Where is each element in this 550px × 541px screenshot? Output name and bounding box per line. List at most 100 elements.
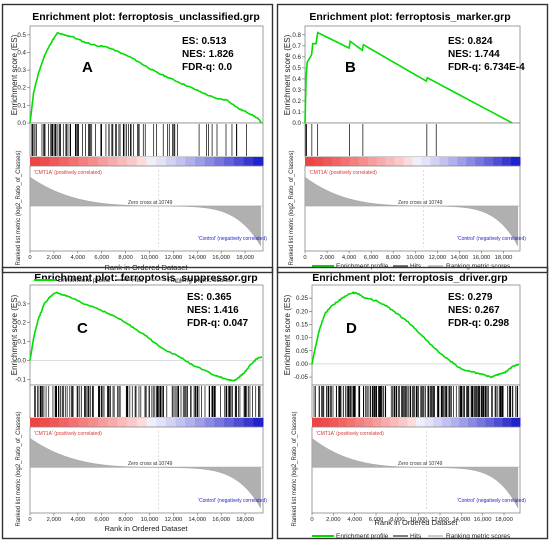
panel-D-hits <box>313 386 519 417</box>
panel-D-xtick-label: 2,000 <box>326 517 341 523</box>
panel-A-colorbar-segment <box>136 157 147 166</box>
panel-A-xtick-label: 4,000 <box>71 255 86 261</box>
panel-D-xtick-label: 0 <box>310 517 313 523</box>
panel-A-colorbar-segment <box>30 157 41 166</box>
legend-ranking-label: Ranking metric scores <box>446 533 511 540</box>
panel-C-xlabel: Rank in Ordered Dataset <box>105 524 189 533</box>
panel-A-pos-label: 'CMT1A' (positively correlated) <box>34 170 102 176</box>
panel-B-colorbar-segment <box>385 157 396 166</box>
panel-D-xtick-label: 12,000 <box>431 517 449 523</box>
panel-A-letter: A <box>82 59 93 76</box>
panel-C-xticks: 0 2,000 4,000 6,000 8,000 10,000 12,000 14,000 1… <box>28 513 254 523</box>
panel-A-xtick-label: 6,000 <box>94 255 109 261</box>
panel-D-xtick-label: 10,000 <box>410 517 428 523</box>
panel-B-colorbar-segment <box>493 157 503 166</box>
panel-A-colorbar-segment <box>175 157 186 166</box>
panel-A-es-curve <box>29 31 263 124</box>
panel-C-yticks: -0.1 0.0 0.1 0.2 0.3 <box>15 301 263 383</box>
panel-B-colorbar-segment <box>466 157 476 166</box>
panel-A-xtick-label: 18,000 <box>236 255 254 261</box>
legend-ranking-label: Ranking metric scores <box>446 263 511 270</box>
panel-D-xtick-label: 16,000 <box>474 517 492 523</box>
panel-D-ytick-label: 0.20 <box>296 308 309 315</box>
panel-B-ytick-label: 0.0 <box>292 120 301 127</box>
panel-C-xtick-label: 0 <box>28 517 31 523</box>
panel-D-colorbar-segment <box>312 418 322 427</box>
panel-B-colorbar-segment <box>305 157 315 166</box>
panel-A-title: Enrichment plot: ferroptosis_unclassifie… <box>32 11 260 23</box>
panel-C-stat-es: ES: 0.365 <box>187 292 232 303</box>
panel-A-stat-fdr: FDR-q: 0.0 <box>182 62 232 73</box>
panel-C-xtick-label: 12,000 <box>165 517 183 523</box>
panel-D-border <box>276 266 549 540</box>
panel-B-xtick-label: 10,000 <box>406 255 424 261</box>
panel-D-ytick-label: 0.15 <box>296 321 309 328</box>
panel-D-colorbar-segment <box>494 418 504 427</box>
panel-C-colorbar-segment <box>49 418 60 427</box>
panel-D-yticks: -0.05 0.00 0.05 0.10 0.15 0.20 0.25 <box>294 295 520 381</box>
panel-A-ytick-label: 0.4 <box>17 49 26 56</box>
panel-C-colorbar-segment <box>243 418 254 427</box>
panel-C-xtick-label: 6,000 <box>94 517 109 523</box>
panel-D-ytick-label: 0.10 <box>296 335 309 342</box>
legend-hits-label: Hits <box>132 277 144 284</box>
panel-C-colorbar-segment <box>185 418 196 427</box>
panel-B-title: Enrichment plot: ferroptosis_marker.grp <box>309 11 510 23</box>
panel-C-ytick-label: -0.1 <box>15 376 26 383</box>
panel-D-colorbar-segment <box>390 418 400 427</box>
panel-D-xticks: 0 2,000 4,000 6,000 8,000 10,000 12,000 14,000 1… <box>310 513 513 523</box>
panel-D-colorbar-segment <box>355 418 365 427</box>
panel-C-es-curve <box>29 291 263 382</box>
panel-C-stat-fdr: FDR-q: 0.047 <box>187 318 249 329</box>
panel-A-rank-ylabel: Ranked list metric (log2_Ratio_of_Classe… <box>16 150 22 265</box>
panel-D-colorbar-segment <box>433 418 443 427</box>
panel-A-xtick-label: 16,000 <box>212 255 230 261</box>
panel-A-es-frame <box>29 25 264 124</box>
panel-B-xtick-label: 6,000 <box>364 255 379 261</box>
panel-D-colorbar-segment <box>346 418 356 427</box>
panel-D-colorbar-segment <box>442 418 452 427</box>
panel-C-colorbar-segment <box>204 418 215 427</box>
panel-D-stat-fdr: FDR-q: 0.298 <box>448 318 510 329</box>
panel-A-colorbar-segment <box>107 157 118 166</box>
panel-A-xtick-label: 8,000 <box>118 255 133 261</box>
panel-A-xtick-label: 10,000 <box>141 255 159 261</box>
panel-D-colorbar-segment <box>459 418 469 427</box>
panel-A-ytick-label: 0.0 <box>17 120 26 127</box>
panel-C-neg-label: 'Control' (negatively correlated) <box>198 498 267 504</box>
panel-C-colorbar-segment <box>214 418 225 427</box>
legend-top-right: Enrichment profile Hits Ranking metric s… <box>312 263 511 270</box>
panel-B-colorbar-segment <box>331 157 342 166</box>
legend-profile-label: Enrichment profile <box>58 277 111 284</box>
panel-A-colorbar-segment <box>253 157 264 166</box>
panel-D-zero-cross: Zero cross at 10749 <box>398 461 443 467</box>
panel-C-title: Enrichment plot: ferroptosis_suppressor.… <box>34 272 257 284</box>
panel-B-ytick-label: 0.1 <box>292 109 301 116</box>
panel-B-xticks: 0 2,000 4,000 6,000 8,000 10,000 12,000 14,000 1… <box>303 251 512 261</box>
panel-D-colorbar-segment <box>511 418 521 427</box>
panel-B: Enrichment plot: ferroptosis_marker.grp … <box>283 11 526 266</box>
panel-C-colorbar-segment <box>165 418 177 427</box>
panel-B-colorbar-segment <box>376 157 387 166</box>
panel-C-colorbar-segment <box>97 418 109 427</box>
panel-D-colorbar-segment <box>502 418 512 427</box>
panel-B-ytick-label: 0.7 <box>292 43 301 50</box>
panel-D-colorbar-segment <box>485 418 495 427</box>
panel-B-colorbar-segment <box>313 157 324 166</box>
panel-B-xtick-label: 2,000 <box>320 255 335 261</box>
panel-C-colorbar-segment <box>78 418 89 427</box>
panel-A-colorbar-segment <box>39 157 50 166</box>
panel-A-colorbar-segment <box>97 157 109 166</box>
panel-C-colorbar-segment <box>156 418 167 427</box>
panel-D-colorbar-segment <box>468 418 478 427</box>
panel-C-colorbar-segment <box>146 418 157 427</box>
legend-bottom-right: Enrichment profile Hits Ranking metric s… <box>312 533 511 540</box>
panel-D-ytick-label: 0.05 <box>296 348 309 355</box>
panel-D-colorbar-segment <box>372 418 382 427</box>
panel-A-neg-label: 'Control' (negatively correlated) <box>198 236 267 242</box>
panel-B-colorbar-segment <box>412 157 422 166</box>
panel-B-xtick-label: 18,000 <box>495 255 513 261</box>
panel-B-border <box>276 3 549 274</box>
panel-B-stat-es: ES: 0.824 <box>448 36 493 47</box>
